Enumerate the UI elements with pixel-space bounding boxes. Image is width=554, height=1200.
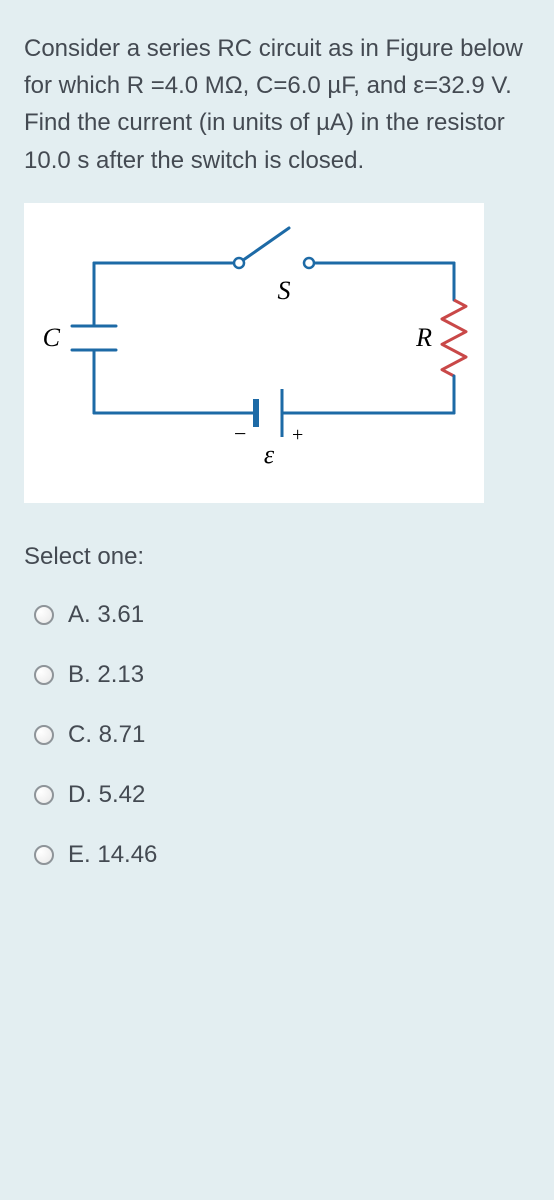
radio-icon <box>34 605 54 625</box>
option-label: C. 8.71 <box>68 721 145 749</box>
radio-icon <box>34 785 54 805</box>
option-label: A. 3.61 <box>68 601 144 629</box>
svg-text:R: R <box>415 323 432 352</box>
options-group: A. 3.61 B. 2.13 C. 8.71 D. 5.42 E. 14.46 <box>24 601 530 869</box>
select-prompt: Select one: <box>24 543 530 571</box>
option-b[interactable]: B. 2.13 <box>34 661 530 689</box>
svg-text:ε: ε <box>264 440 275 469</box>
question-text: Consider a series RC circuit as in Figur… <box>24 30 530 179</box>
svg-text:−: − <box>234 421 246 446</box>
option-a[interactable]: A. 3.61 <box>34 601 530 629</box>
circuit-diagram: S C Rε + − <box>24 203 484 503</box>
option-d[interactable]: D. 5.42 <box>34 781 530 809</box>
svg-text:C: C <box>43 323 61 352</box>
option-label: B. 2.13 <box>68 661 144 689</box>
radio-icon <box>34 725 54 745</box>
radio-icon <box>34 845 54 865</box>
circuit-figure: S C Rε + − <box>24 203 484 503</box>
svg-text:+: + <box>292 424 303 446</box>
option-c[interactable]: C. 8.71 <box>34 721 530 749</box>
option-e[interactable]: E. 14.46 <box>34 841 530 869</box>
option-label: D. 5.42 <box>68 781 145 809</box>
radio-icon <box>34 665 54 685</box>
svg-text:S: S <box>278 276 291 305</box>
option-label: E. 14.46 <box>68 841 157 869</box>
